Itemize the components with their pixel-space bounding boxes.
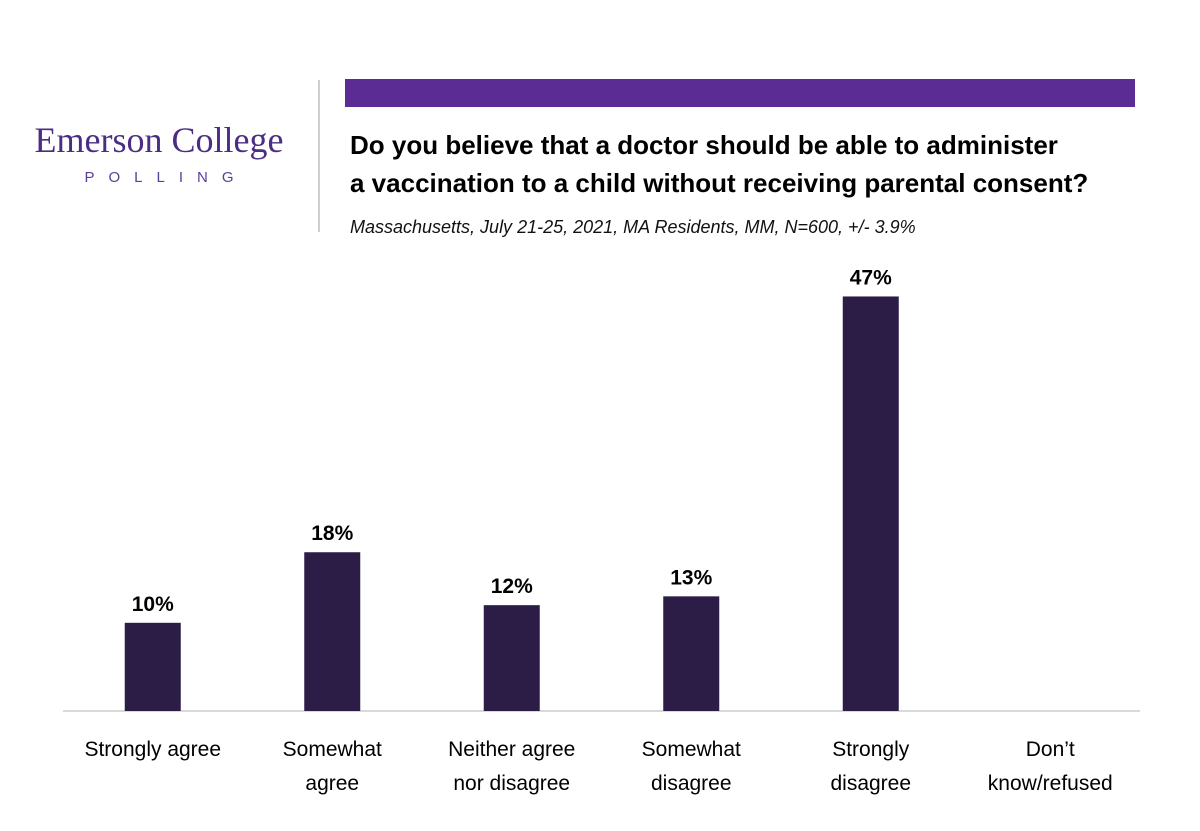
data-label: 47%	[850, 266, 892, 289]
data-label: 10%	[132, 593, 174, 616]
bar	[483, 605, 540, 711]
bar	[842, 296, 899, 711]
category-label: Somewhat	[283, 738, 382, 761]
bar	[124, 622, 181, 711]
category-label: Strongly agree	[84, 738, 221, 761]
category-label: Somewhat	[642, 738, 741, 761]
bar	[663, 596, 720, 711]
category-label: Don’t	[1026, 738, 1075, 761]
data-label: 13%	[670, 566, 712, 589]
category-label: nor disagree	[453, 772, 570, 795]
chart-title: Do you believe that a doctor should be a…	[350, 126, 1190, 202]
category-label: Neither agree	[448, 738, 575, 761]
chart-subtitle: Massachusetts, July 21-25, 2021, MA Resi…	[350, 217, 916, 237]
accent-bar	[345, 79, 1135, 107]
category-label: disagree	[830, 772, 911, 795]
chart-title-line-2: a vaccination to a child without receivi…	[350, 168, 1089, 198]
category-label: Strongly	[832, 738, 910, 761]
category-label: agree	[305, 772, 359, 795]
data-label: 12%	[491, 575, 533, 598]
logo-name: Emerson College	[34, 120, 284, 160]
category-label: disagree	[651, 772, 732, 795]
data-label: 18%	[311, 522, 353, 545]
category-label: know/refused	[988, 772, 1113, 795]
chart-title-line-1: Do you believe that a doctor should be a…	[350, 130, 1058, 160]
emerson-college-polling-logo: Emerson College POLLING	[0, 122, 318, 185]
logo-subtitle: POLLING	[84, 169, 248, 186]
vertical-divider	[318, 80, 320, 232]
bar	[304, 552, 361, 711]
